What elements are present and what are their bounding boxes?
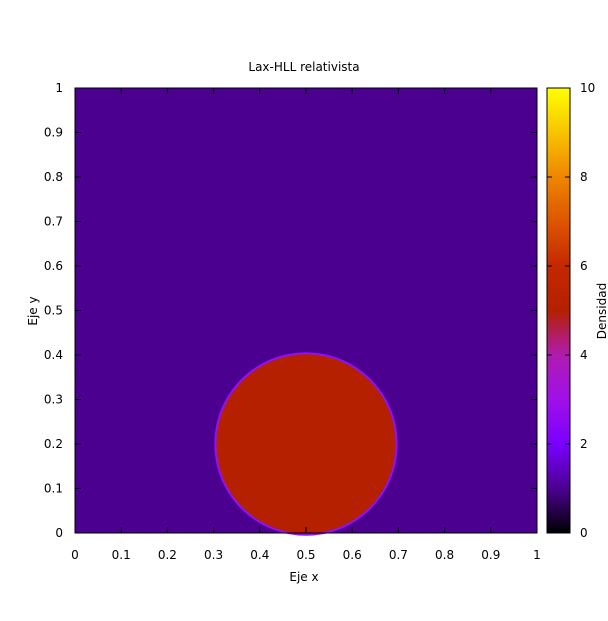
y-tick-label: 0 xyxy=(55,526,63,540)
y-tick-label: 0.2 xyxy=(44,437,63,451)
x-axis-ticks: 0 0.1 0.2 0.3 0.4 0.5 0.6 0.7 0.8 0.9 1 xyxy=(71,88,541,562)
colorbar-tick-label: 8 xyxy=(580,170,588,184)
x-tick-label: 0.6 xyxy=(343,548,362,562)
x-tick-label: 0.8 xyxy=(435,548,454,562)
colorbar xyxy=(546,87,571,534)
x-tick-label: 0.1 xyxy=(112,548,131,562)
y-tick-label: 1 xyxy=(55,81,63,95)
chart-title: Lax-HLL relativista xyxy=(248,60,359,74)
x-axis-label: Eje x xyxy=(289,570,318,584)
y-tick-label: 0.4 xyxy=(44,348,63,362)
y-tick-label: 0.5 xyxy=(44,304,63,318)
x-tick-label: 0.7 xyxy=(389,548,408,562)
x-tick-label: 0.9 xyxy=(481,548,500,562)
x-tick-label: 1 xyxy=(533,548,541,562)
colorbar-tick-label: 4 xyxy=(580,348,588,362)
colorbar-tick-label: 6 xyxy=(580,259,588,273)
y-tick-label: 0.1 xyxy=(44,482,63,496)
y-tick-label: 0.8 xyxy=(44,170,63,184)
x-tick-label: 0 xyxy=(71,548,79,562)
density-circle xyxy=(216,354,396,534)
y-axis-ticks: 0 0.1 0.2 0.3 0.4 0.5 0.6 0.7 0.8 0.9 1 xyxy=(44,81,537,540)
y-tick-label: 0.7 xyxy=(44,215,63,229)
y-axis-label: Eje y xyxy=(26,296,40,325)
colorbar-tick-label: 0 xyxy=(580,526,588,540)
colorbar-ticks: 0 2 4 6 8 10 xyxy=(547,81,595,540)
y-tick-label: 0.6 xyxy=(44,259,63,273)
x-tick-label: 0.5 xyxy=(296,548,315,562)
x-tick-label: 0.3 xyxy=(204,548,223,562)
colorbar-tick-label: 2 xyxy=(580,437,588,451)
y-tick-label: 0.3 xyxy=(44,393,63,407)
x-tick-label: 0.4 xyxy=(250,548,269,562)
colorbar-tick-label: 10 xyxy=(580,81,595,95)
colorbar-label: Densidad xyxy=(595,283,608,339)
plot-frame xyxy=(74,87,538,534)
y-tick-label: 0.9 xyxy=(44,126,63,140)
x-tick-label: 0.2 xyxy=(158,548,177,562)
